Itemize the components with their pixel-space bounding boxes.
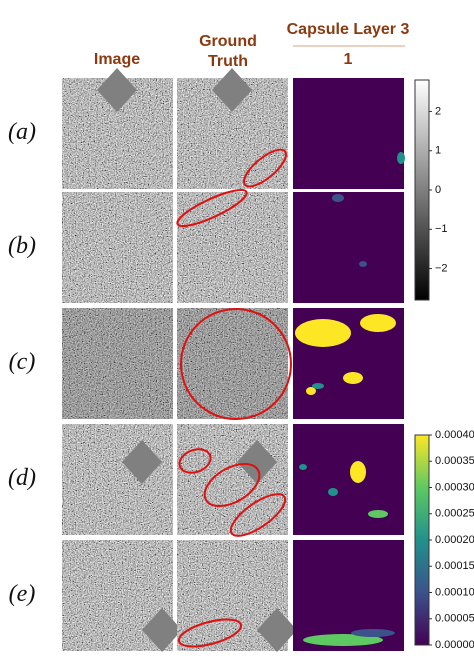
- heatmap-blob: [299, 464, 307, 470]
- header-index: 1: [344, 51, 353, 68]
- mask-patch: [142, 608, 182, 652]
- heatmap-blob: [351, 629, 395, 637]
- colorbar-tick-label: 0.00010: [435, 586, 474, 598]
- annotation-ellipse: [229, 493, 287, 537]
- shade: [62, 308, 173, 419]
- heatmap-blob: [295, 319, 351, 347]
- heatmap-blob: [332, 194, 344, 202]
- colorbar-tick-label: 0.00005: [435, 613, 474, 625]
- colorbar-tick-label: −1: [435, 223, 448, 235]
- row-label: (d): [8, 465, 36, 491]
- mask-patch: [122, 440, 162, 484]
- heatmap-blob: [360, 314, 396, 332]
- heatmap-blob: [368, 510, 388, 518]
- mask-patch: [257, 608, 297, 652]
- row-label: (b): [8, 233, 36, 259]
- row-label: (a): [8, 119, 36, 145]
- colorbar-tick-label: 2: [435, 105, 441, 117]
- heatmap: [293, 424, 404, 535]
- colorbar: [414, 434, 430, 646]
- header-image: Image: [94, 51, 140, 68]
- noise-image: [62, 424, 173, 535]
- annotation-ellipse: [243, 148, 287, 188]
- annotation-ellipse: [180, 308, 292, 420]
- colorbar-tick-label: 0.00000: [435, 639, 474, 651]
- colorbar-tick-label: 0.00030: [435, 481, 474, 493]
- heatmap-blob: [303, 634, 383, 646]
- annotation-ellipse: [177, 618, 243, 648]
- annotation-ellipse: [176, 188, 248, 228]
- noise-image: [62, 192, 173, 303]
- row-label: (e): [9, 581, 36, 607]
- header-gt: Truth: [208, 53, 248, 70]
- heatmap-blob: [343, 372, 363, 384]
- colorbar-tick-label: −2: [435, 262, 448, 274]
- heatmap-blob: [328, 488, 338, 496]
- annotation-ellipse: [178, 448, 212, 474]
- header-gt: Ground: [199, 33, 257, 50]
- shade: [177, 308, 288, 419]
- mask-patch: [97, 68, 137, 112]
- heatmap-blob: [397, 152, 405, 164]
- mask-patch: [212, 68, 252, 112]
- heatmap-blob: [312, 383, 324, 389]
- colorbar-tick-label: 0.00035: [435, 455, 474, 467]
- row-label: (c): [9, 349, 36, 375]
- annotation-ellipse: [203, 462, 261, 508]
- colorbar-tick-label: 0.00040: [435, 429, 474, 441]
- colorbar-tick-label: 0.00020: [435, 534, 474, 546]
- noise-image: [177, 424, 288, 535]
- colorbar-tick-label: 1: [435, 145, 441, 157]
- mask-patch: [237, 440, 277, 484]
- heatmap-blob: [306, 387, 316, 395]
- colorbar-tick-label: 0.00015: [435, 560, 474, 572]
- noise-image: [177, 192, 288, 303]
- header-capsule: Capsule Layer 3: [287, 21, 410, 38]
- colorbar-tick-label: 0.00025: [435, 508, 474, 520]
- colorbar: [414, 79, 430, 301]
- colorbar-tick-label: 0: [435, 184, 441, 196]
- heatmap-blob: [350, 461, 366, 483]
- heatmap: [293, 78, 404, 189]
- heatmap-blob: [359, 261, 367, 267]
- heatmap: [293, 192, 404, 303]
- noise-image: [62, 308, 173, 419]
